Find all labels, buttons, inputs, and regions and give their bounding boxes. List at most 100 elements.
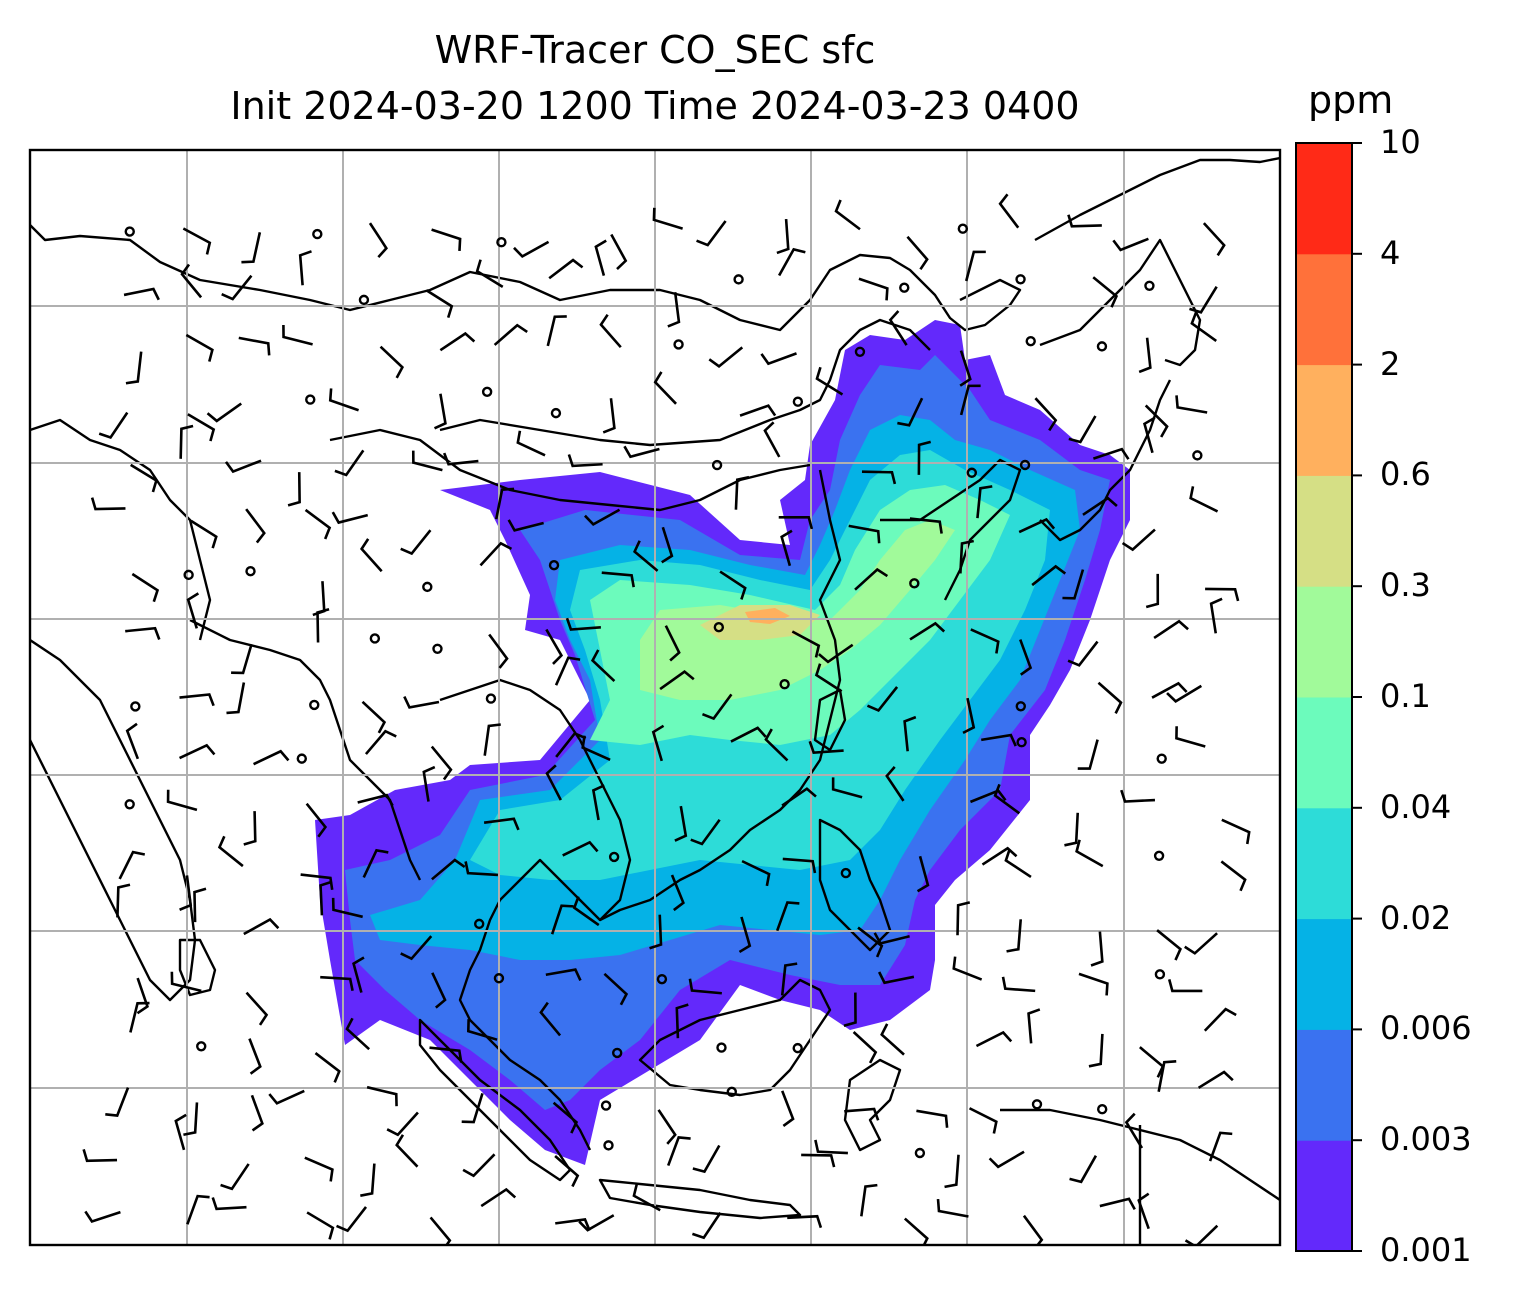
wind-barb [1156,929,1182,961]
colorbar-segment [1296,1140,1352,1252]
wind-barb [493,323,528,346]
wind-barb [659,669,695,691]
wind-barb [959,384,981,416]
colorbar-tick-label: 0.006 [1380,1009,1472,1048]
wind-barb [1151,681,1188,699]
wind-barb [1205,587,1240,602]
wind-barb [304,508,332,540]
wind-barb [633,540,659,572]
wind-barb [206,402,242,423]
map-title-line-1: WRF-Tracer CO_SEC sfc [434,28,876,72]
wind-barb [1068,415,1097,444]
wind-barb [123,287,160,301]
wind-barb [483,723,501,756]
wind-barb [696,220,727,247]
coastline-sumatra [418,1018,572,1182]
wind-barb [439,331,476,352]
wind-barb [516,430,546,457]
wind-barb [814,1139,848,1155]
wind-barb [545,968,582,982]
coastline-india [30,639,197,1002]
calm-wind-marker [608,851,620,863]
wind-barb [808,740,844,755]
wind-barb [245,508,266,544]
wind-barb [1092,447,1130,460]
wind-barb [116,883,131,918]
wind-barb [964,250,986,282]
wind-barb [738,916,752,954]
wind-barb [959,350,972,387]
wind-barb [238,336,271,356]
calm-wind-marker [432,643,443,654]
wind-barb [555,731,587,758]
border-china-north [439,318,931,447]
wind-barb [379,345,405,379]
wind-barb [243,917,280,936]
wind-barb [464,861,499,877]
wind-barb [903,715,917,752]
wind-barb [970,628,1000,654]
wind-barb [331,897,363,919]
wind-barb [775,901,800,932]
wind-barb [300,873,334,891]
wind-barb [590,649,616,683]
wind-barb [185,333,214,362]
wind-barb [386,1111,419,1137]
wind-barb [852,1031,878,1064]
map-frame [28,148,1282,1247]
wind-barb [217,835,244,868]
wind-barb [781,787,817,807]
calm-wind-marker [196,1041,207,1052]
wind-barb [545,764,562,801]
wind-barb [690,818,721,846]
calm-wind-marker [1153,850,1165,862]
wind-barb [316,607,330,643]
wind-barb [187,413,216,442]
wind-barb [562,840,599,857]
coastline-borneo [638,978,832,1097]
wind-barb [166,789,198,812]
wind-barb [129,1001,150,1033]
wind-barb [578,1214,615,1232]
calm-wind-marker [1097,1104,1108,1115]
wind-barb [1097,681,1123,714]
wind-barb [885,766,905,802]
wind-barb [691,1212,722,1240]
wind-barb [993,783,1021,815]
wind-barb [1121,528,1156,552]
wind-barb [1006,919,1023,953]
calm-wind-marker [1025,335,1036,347]
map-title-line-2: Init 2024-03-20 1200 Time 2024-03-23 040… [230,84,1080,128]
wind-barb [1220,860,1247,892]
calm-wind-marker [713,621,725,633]
wind-barb [936,1198,969,1218]
wind-barb [674,805,688,842]
wind-barb [431,228,462,252]
wind-barb [183,1102,199,1137]
wind-barb [670,874,685,912]
colorbar-tick-label: 2 [1380,344,1401,383]
wind-barb [220,1163,250,1191]
wind-barb [304,1156,334,1182]
wind-barb [331,511,369,525]
wind-barb [461,1093,484,1124]
wind-barb [1077,739,1099,770]
wind-barb [734,475,750,510]
calm-wind-marker [550,407,562,419]
wind-barb [688,978,722,995]
wind-barb [666,1136,691,1166]
wind-barb [84,1210,121,1224]
wind-barb [661,526,674,564]
coastline-bay-of-bengal [189,618,422,881]
wind-barb [411,450,443,472]
calm-wind-marker [130,701,141,712]
calm-wind-marker [600,1100,612,1111]
wind-barb [483,817,520,831]
colorbar-segment [1296,475,1352,587]
colorbar-frame [1295,142,1353,1252]
wind-barb [962,697,976,735]
wind-barb [429,1216,452,1245]
wind-barb [554,656,581,686]
wind-barb [359,538,383,573]
